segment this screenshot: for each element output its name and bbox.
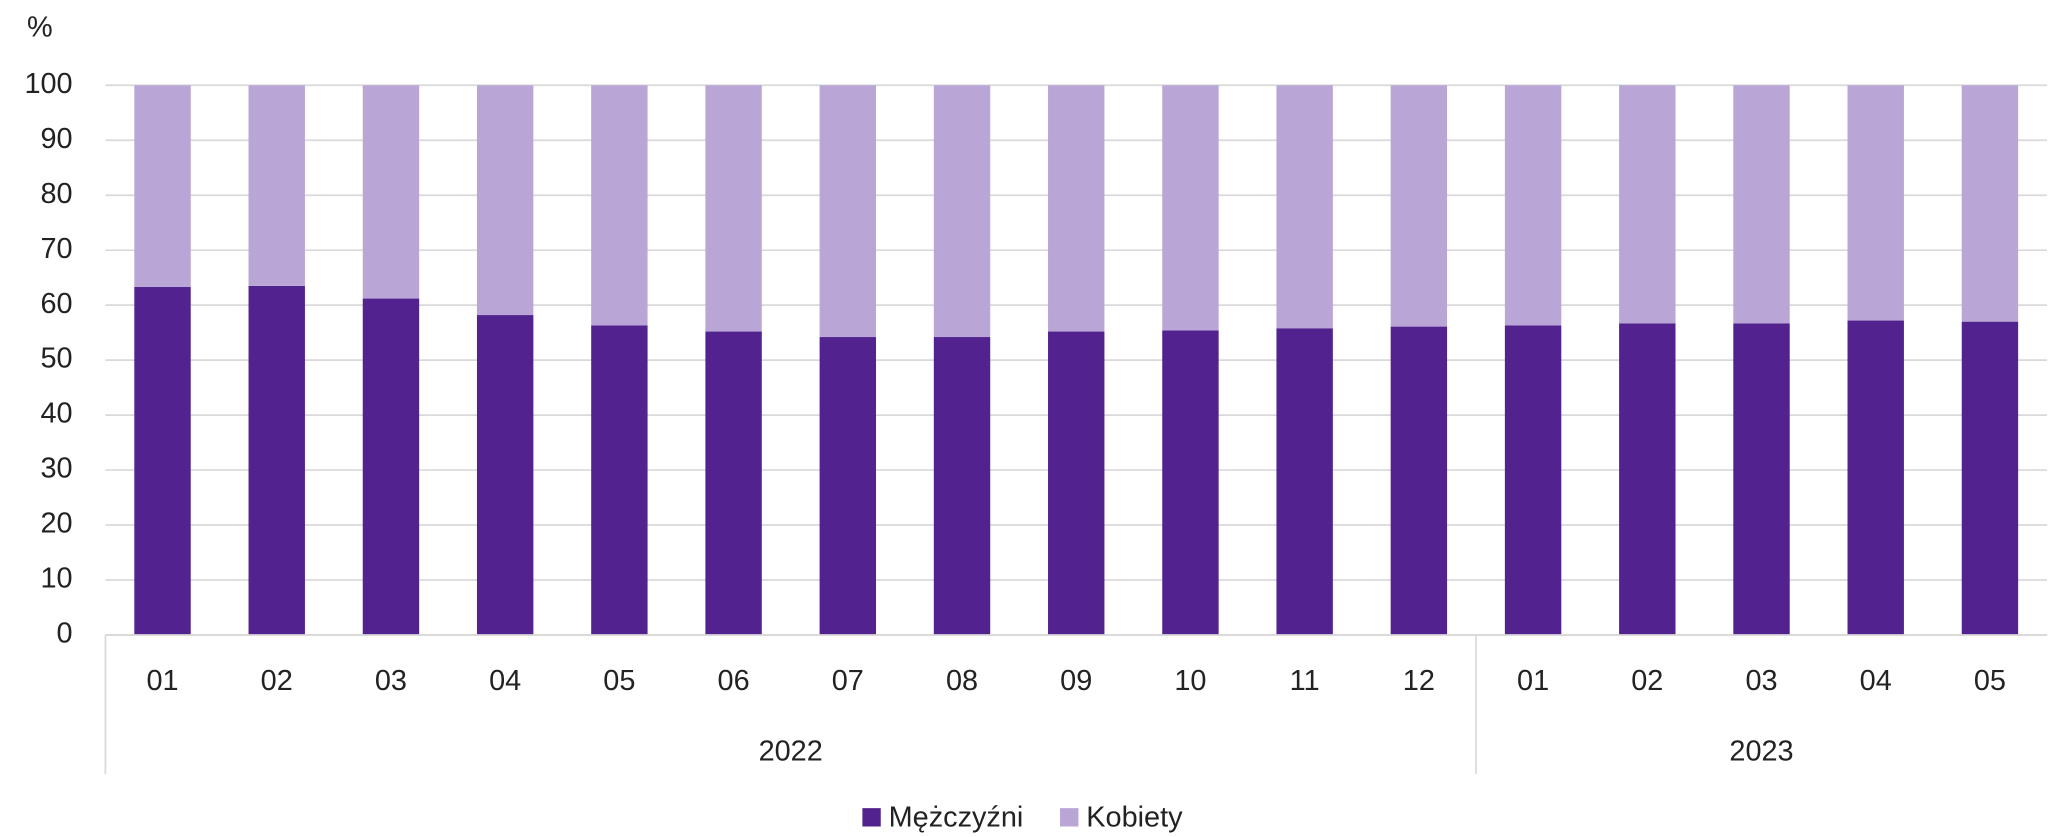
y-tick-label: 60 [41, 288, 73, 320]
bar-segment [1733, 323, 1790, 635]
x-tick-label: 07 [832, 665, 864, 697]
y-axis-label: % [27, 11, 53, 43]
bar-segment [1048, 331, 1105, 635]
y-tick-label: 70 [41, 233, 73, 265]
x-tick-label: 01 [1517, 665, 1549, 697]
bar-segment [1276, 85, 1333, 329]
bar-segment [819, 337, 877, 635]
bar-segment [705, 331, 762, 635]
bar-segment [1162, 85, 1219, 331]
bar-segment [1504, 85, 1562, 326]
x-tick-label: 06 [718, 665, 750, 697]
x-tick-label: 04 [1860, 665, 1892, 697]
legend-label: Mężczyźni [889, 801, 1024, 833]
bar-segment [1162, 330, 1219, 635]
bar-segment [1847, 85, 1904, 321]
legend-swatch [1060, 808, 1079, 827]
x-tick-label: 02 [1631, 665, 1663, 697]
bar-segment [591, 85, 648, 326]
x-tick-label: 01 [146, 665, 178, 697]
y-tick-label: 80 [41, 178, 73, 210]
bar-segment [591, 325, 648, 635]
bar-segment [933, 337, 991, 635]
bar-segment [1847, 320, 1904, 635]
bar-segment [1961, 85, 2019, 322]
bar-segment [1276, 328, 1333, 635]
bar-segment [1504, 325, 1562, 635]
bar-segment [819, 85, 877, 338]
bar-segment [933, 85, 991, 338]
y-tick-label: 50 [41, 343, 73, 375]
x-tick-label: 03 [375, 665, 407, 697]
bar-segment [362, 85, 420, 299]
x-tick-label: 02 [261, 665, 293, 697]
x-tick-label: 08 [946, 665, 978, 697]
bar-segment [705, 85, 762, 332]
group-label: 2023 [1729, 736, 1793, 768]
bar-segment [1048, 85, 1105, 332]
y-tick-label: 20 [41, 508, 73, 540]
x-tick-label: 04 [489, 665, 521, 697]
group-label: 2022 [759, 736, 823, 768]
legend-swatch [862, 808, 881, 827]
bar-segment [1619, 323, 1676, 635]
bar-segment [476, 315, 534, 635]
bar-segment [248, 285, 305, 635]
x-tick-label: 11 [1290, 665, 1320, 697]
y-tick-label: 100 [24, 68, 72, 100]
bar-segment [1390, 85, 1448, 327]
bar-segment [362, 298, 420, 635]
bar-segment [248, 85, 305, 286]
y-tick-label: 90 [41, 123, 73, 155]
bar-segment [1619, 85, 1676, 324]
x-tick-label: 09 [1060, 665, 1092, 697]
y-tick-label: 40 [41, 398, 73, 430]
bar-segment [134, 85, 191, 288]
x-tick-label: 03 [1745, 665, 1777, 697]
y-tick-label: 10 [41, 563, 73, 595]
x-tick-label: 05 [603, 665, 635, 697]
bar-segment [1390, 326, 1448, 635]
bar-segment [134, 287, 191, 635]
bar-segment [1961, 321, 2019, 635]
x-tick-label: 05 [1974, 665, 2006, 697]
legend-label: Kobiety [1086, 801, 1183, 833]
y-tick-label: 30 [41, 453, 73, 485]
x-tick-label: 12 [1403, 665, 1435, 697]
y-tick-label: 0 [57, 618, 73, 650]
bar-segment [1733, 85, 1790, 324]
x-tick-label: 10 [1174, 665, 1206, 697]
bar-segment [476, 85, 534, 316]
